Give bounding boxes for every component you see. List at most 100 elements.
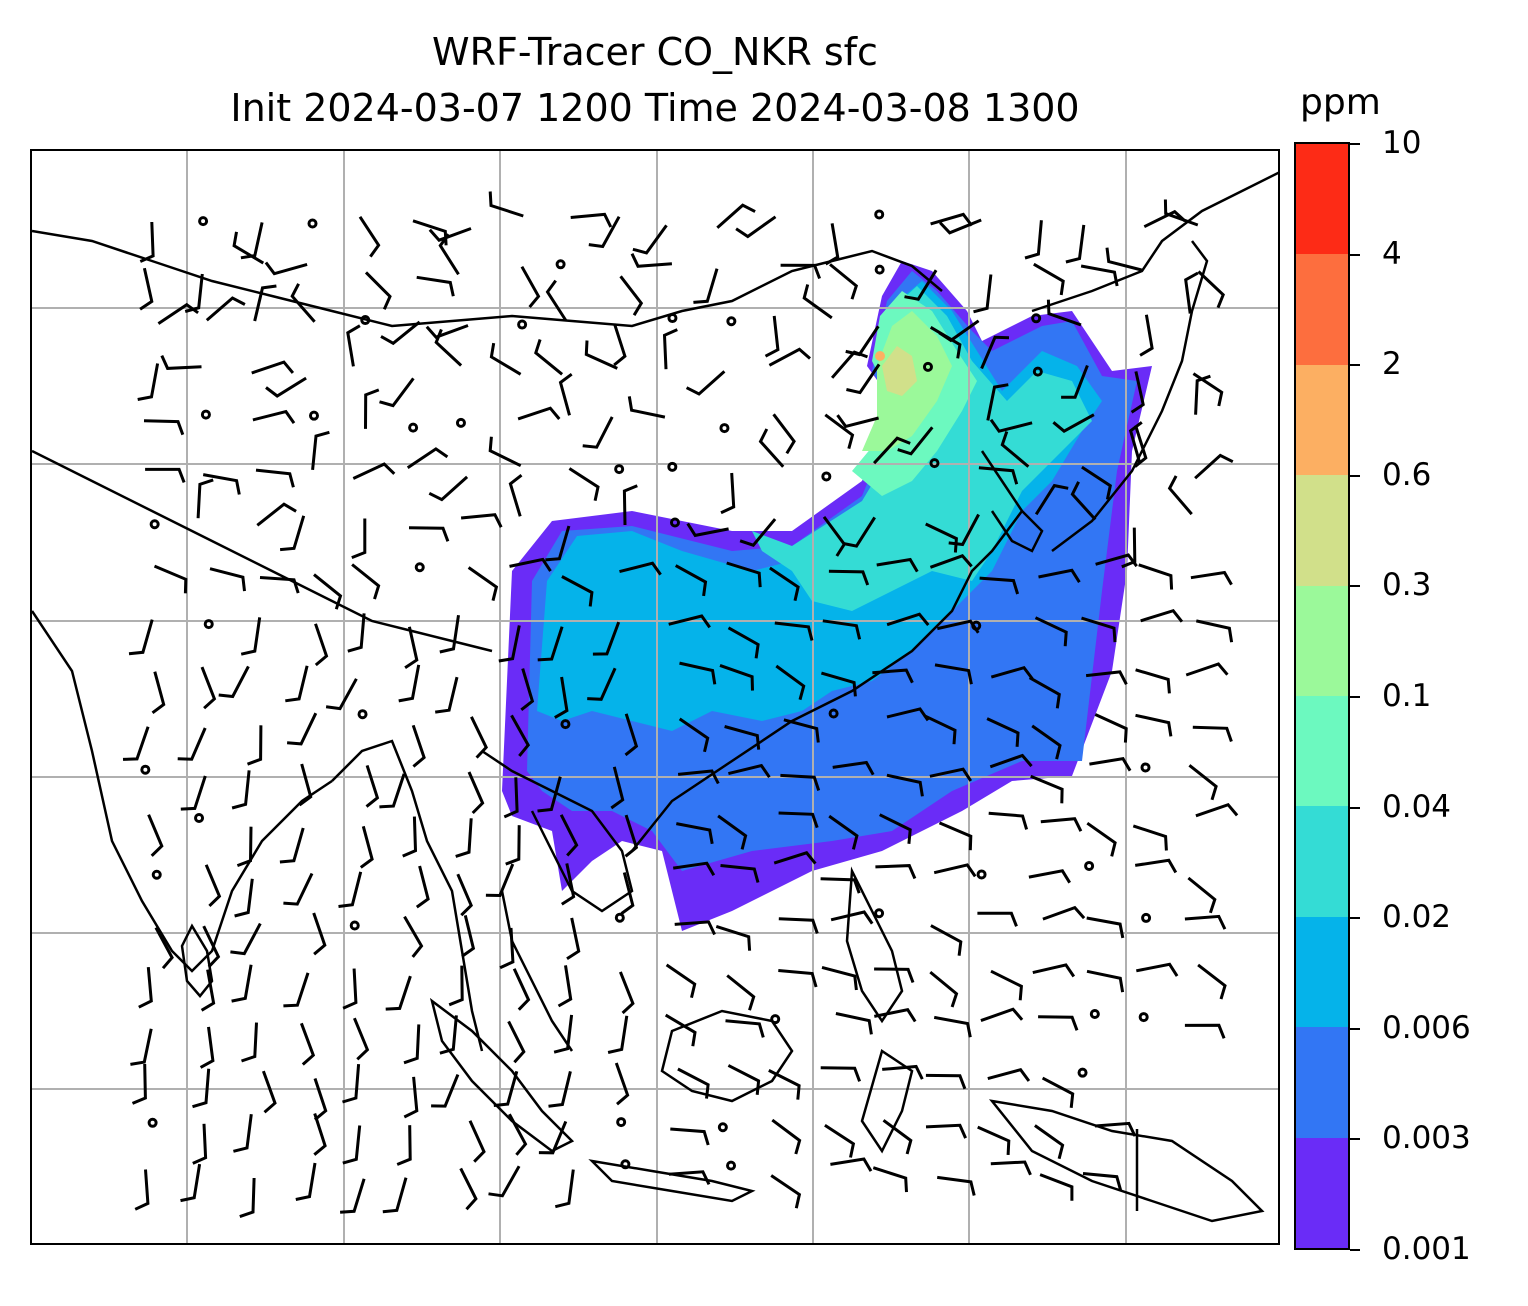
wind-barb xyxy=(1197,963,1227,1000)
wind-barb xyxy=(325,678,358,711)
wind-barb xyxy=(875,864,917,880)
wind-barb xyxy=(778,917,819,934)
map-canvas xyxy=(32,151,1278,1243)
wind-barb xyxy=(1184,271,1199,314)
colorbar-tick-label: 0.6 xyxy=(1382,456,1432,493)
wind-barb xyxy=(351,518,367,559)
wind-barb xyxy=(448,965,464,1007)
wind-barb xyxy=(534,339,564,376)
wind-barb xyxy=(548,1071,572,1108)
wind-barbs xyxy=(122,191,1239,1219)
wind-barb xyxy=(1188,764,1218,801)
wind-barb xyxy=(664,1013,697,1047)
wind-barb xyxy=(145,467,186,483)
wind-barb xyxy=(1032,963,1076,978)
wind-barb xyxy=(662,328,678,370)
wind-barb xyxy=(339,1178,366,1214)
wind-barb xyxy=(693,268,719,304)
calm-wind-marker xyxy=(1031,313,1042,324)
wind-barb xyxy=(828,814,859,850)
wind-barb xyxy=(882,1119,913,1155)
wind-barb xyxy=(1038,568,1081,583)
wind-barb xyxy=(439,614,460,654)
wind-barb xyxy=(411,724,426,768)
wind-barb xyxy=(510,714,531,757)
wind-barb xyxy=(979,576,1020,595)
wind-barb xyxy=(403,1076,419,1119)
wind-barb xyxy=(488,1165,521,1198)
wind-barb xyxy=(538,1120,568,1155)
wind-barb xyxy=(1192,725,1233,742)
calm-wind-marker xyxy=(828,708,839,719)
wind-barb xyxy=(122,726,150,761)
wind-barb xyxy=(138,966,153,1009)
wind-barb xyxy=(719,663,754,691)
wind-barb xyxy=(720,864,760,883)
wind-barb xyxy=(425,324,469,339)
wind-barb xyxy=(829,263,859,300)
wind-barb xyxy=(775,664,806,701)
wind-barb xyxy=(1136,962,1179,977)
colorbar-segment xyxy=(1296,1137,1348,1248)
map-panel[interactable] xyxy=(30,149,1280,1245)
wind-barb xyxy=(151,671,166,715)
wind-barb xyxy=(728,763,771,779)
wind-barb xyxy=(560,863,576,906)
calm-wind-marker xyxy=(349,920,360,931)
wind-barb xyxy=(986,383,1009,421)
wind-barb xyxy=(459,1167,478,1211)
wind-barb xyxy=(512,968,531,1011)
wind-barb xyxy=(199,1026,215,1069)
wind-barb xyxy=(1135,668,1171,694)
wind-barb xyxy=(200,969,216,1012)
wind-barb xyxy=(665,963,697,999)
wind-barb xyxy=(403,1024,421,1065)
wind-barb xyxy=(520,668,535,711)
wind-barb xyxy=(990,665,1034,680)
colorbar-tick-label: 0.1 xyxy=(1382,678,1432,714)
wind-barb xyxy=(980,335,1010,370)
wind-barb xyxy=(1094,713,1128,743)
calm-wind-marker xyxy=(200,409,211,420)
wind-barb xyxy=(584,340,618,370)
wind-barb xyxy=(1065,224,1086,264)
wind-barb xyxy=(234,878,254,918)
wind-barb xyxy=(1187,876,1217,914)
wind-barb xyxy=(358,215,381,258)
wind-barb xyxy=(285,665,309,703)
wind-barb xyxy=(1070,481,1097,521)
wind-barb xyxy=(253,284,277,322)
borneo xyxy=(660,1009,794,1103)
calm-wind-marker xyxy=(357,709,368,720)
wind-barb xyxy=(147,814,164,857)
wind-barb xyxy=(485,863,515,898)
wind-barb xyxy=(1089,757,1132,772)
wind-barb xyxy=(938,319,980,343)
wind-barb xyxy=(630,253,673,268)
wind-barb xyxy=(204,864,222,907)
wind-barb xyxy=(313,573,343,610)
russia-coast xyxy=(1031,171,1278,313)
wind-barb xyxy=(570,212,613,228)
wind-barb xyxy=(772,413,796,455)
colorbar-tick xyxy=(1350,806,1360,809)
colorbar-tick xyxy=(1350,696,1360,698)
wind-barb xyxy=(128,619,154,656)
wind-barb xyxy=(236,826,253,868)
wind-barb xyxy=(380,320,421,346)
calm-wind-marker xyxy=(455,417,466,428)
wind-barb xyxy=(769,566,800,602)
calm-wind-marker xyxy=(874,209,885,220)
wind-barb xyxy=(1105,247,1142,272)
wind-barb xyxy=(139,221,155,263)
contour-0.3 xyxy=(882,346,917,396)
colorbar-tick xyxy=(1350,1138,1360,1141)
wind-barb xyxy=(157,302,199,325)
wind-barb xyxy=(545,279,568,322)
wind-barb xyxy=(431,1074,460,1108)
wind-barb xyxy=(925,522,958,553)
wind-barb xyxy=(232,231,265,265)
wind-barb xyxy=(554,676,569,719)
colorbar-tick xyxy=(1350,143,1360,145)
wind-barb xyxy=(622,484,638,526)
